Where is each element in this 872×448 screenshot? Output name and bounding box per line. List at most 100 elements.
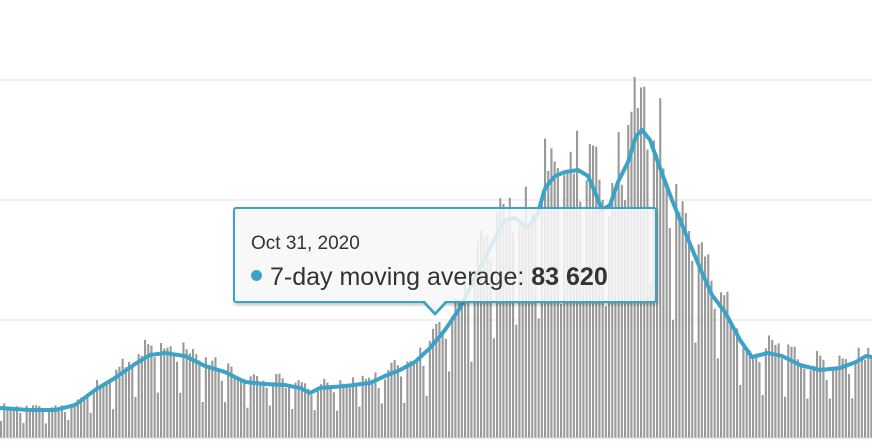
daily-bar xyxy=(144,339,147,438)
daily-bar xyxy=(371,380,374,438)
daily-bar xyxy=(60,405,63,438)
daily-bar xyxy=(524,186,527,438)
daily-bar xyxy=(214,357,217,438)
series-marker-icon xyxy=(251,270,262,281)
daily-bar xyxy=(665,183,668,438)
daily-bar xyxy=(44,423,47,438)
daily-bar xyxy=(243,378,246,438)
daily-bar xyxy=(787,344,790,438)
daily-bar xyxy=(240,379,243,438)
daily-bar xyxy=(358,406,361,438)
daily-bar xyxy=(316,391,319,438)
daily-bar xyxy=(182,342,185,438)
daily-bar xyxy=(294,382,297,438)
daily-bar xyxy=(259,383,262,438)
daily-bar xyxy=(86,397,89,438)
daily-bar xyxy=(441,332,444,438)
daily-bar xyxy=(172,356,175,438)
daily-bar xyxy=(688,231,691,438)
daily-bar xyxy=(32,405,35,438)
daily-bar xyxy=(227,363,230,438)
daily-bar xyxy=(185,349,188,438)
daily-bar xyxy=(774,344,777,438)
daily-bar xyxy=(518,225,521,438)
daily-bar xyxy=(300,382,303,438)
daily-bar xyxy=(425,395,428,438)
daily-bar xyxy=(105,382,108,438)
daily-bar xyxy=(540,200,543,438)
daily-bar xyxy=(739,385,742,438)
daily-bar xyxy=(400,376,403,438)
daily-bar xyxy=(716,358,719,438)
daily-bar xyxy=(832,367,835,438)
daily-bar xyxy=(435,324,438,438)
daily-bar xyxy=(67,420,70,438)
daily-bar xyxy=(451,316,454,438)
daily-bar xyxy=(64,412,67,438)
daily-bar xyxy=(25,405,28,438)
daily-bar xyxy=(428,340,431,438)
daily-bar xyxy=(252,374,255,438)
daily-bar xyxy=(156,392,159,438)
daily-bar xyxy=(678,212,681,438)
tooltip: Oct 31, 2020 7-day moving average: 83 62… xyxy=(233,207,657,316)
daily-bar xyxy=(707,254,710,438)
daily-bar xyxy=(672,319,675,438)
daily-bar xyxy=(851,398,854,438)
daily-bar xyxy=(582,285,585,438)
daily-bar xyxy=(332,392,335,438)
daily-bar xyxy=(758,362,761,438)
daily-bar xyxy=(729,322,732,438)
daily-bar xyxy=(208,364,211,438)
daily-bar xyxy=(467,301,470,438)
daily-bar xyxy=(572,173,575,438)
daily-bar xyxy=(9,407,12,438)
daily-bar xyxy=(742,347,745,438)
daily-bar xyxy=(486,235,489,438)
daily-bar xyxy=(297,380,300,438)
daily-bar xyxy=(38,406,41,438)
daily-bar xyxy=(374,372,377,438)
daily-bar xyxy=(48,408,51,438)
daily-bar xyxy=(691,260,694,438)
tooltip-series-label: 7-day moving average: xyxy=(270,263,525,291)
daily-bar xyxy=(236,378,239,438)
daily-bar xyxy=(460,305,463,438)
daily-bar xyxy=(0,421,3,438)
daily-bar xyxy=(57,408,60,438)
daily-bar xyxy=(444,338,447,438)
daily-bar xyxy=(515,324,518,438)
daily-bar xyxy=(710,280,713,438)
daily-bar xyxy=(412,360,415,438)
daily-bar xyxy=(470,361,473,438)
daily-bar xyxy=(566,172,569,438)
daily-bar xyxy=(784,396,787,438)
daily-bar xyxy=(656,154,659,438)
daily-bar xyxy=(153,357,156,438)
daily-bar xyxy=(70,407,73,438)
daily-bar xyxy=(723,295,726,438)
daily-bar xyxy=(624,200,627,438)
daily-bar xyxy=(812,365,815,438)
daily-bar xyxy=(860,358,863,438)
daily-bar xyxy=(281,378,284,438)
daily-bar xyxy=(828,398,831,438)
daily-bar xyxy=(732,328,735,438)
daily-bar xyxy=(726,291,729,438)
daily-bar xyxy=(99,386,102,438)
daily-bar xyxy=(272,385,275,438)
daily-bar xyxy=(284,388,287,438)
daily-bar xyxy=(649,282,652,438)
daily-bar xyxy=(393,359,396,438)
daily-bar xyxy=(102,386,105,438)
daily-bar xyxy=(662,168,665,438)
daily-bar xyxy=(41,411,44,438)
daily-bar xyxy=(496,211,499,438)
daily-bar xyxy=(761,394,764,438)
daily-bar xyxy=(387,370,390,438)
daily-bar xyxy=(790,346,793,438)
daily-bar xyxy=(12,408,15,438)
daily-bar xyxy=(140,355,143,438)
daily-bar xyxy=(313,410,316,438)
daily-bar xyxy=(697,244,700,438)
